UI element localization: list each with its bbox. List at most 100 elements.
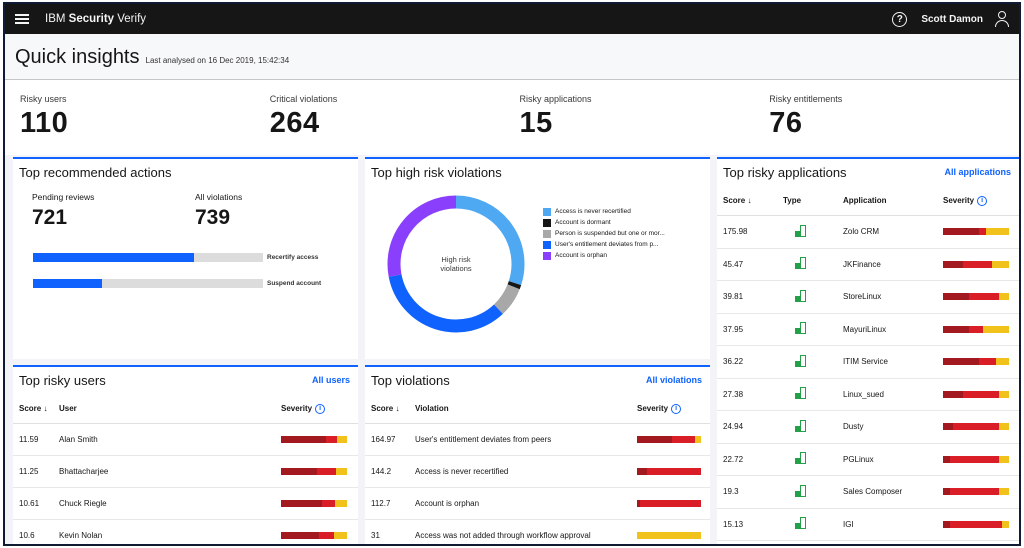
chart-legend: Access is never recertified Account is do…: [543, 206, 665, 261]
col-user[interactable]: User: [59, 404, 77, 413]
bar-label: Suspend account: [267, 280, 322, 287]
legend-item[interactable]: Account is orphan: [543, 250, 665, 261]
col-severity-label: Severity: [281, 404, 313, 413]
table-row[interactable]: 36.22 ITIM Service: [717, 346, 1019, 379]
legend-item[interactable]: Access is never recertified: [543, 206, 665, 217]
score-cell: 112.7: [371, 499, 391, 508]
col-severity[interactable]: Severity i: [943, 195, 988, 206]
table-row[interactable]: 39.81 StoreLinux: [717, 281, 1019, 314]
kpi-value: 264: [269, 107, 320, 139]
info-icon[interactable]: i: [977, 195, 988, 206]
col-application[interactable]: Application: [843, 196, 887, 205]
table-row[interactable]: 27.38 Linux_sued: [717, 379, 1019, 411]
bar-track: [33, 253, 263, 262]
donut-center-label: violations: [440, 264, 472, 273]
table-row[interactable]: 45.47 JKFinance: [717, 249, 1019, 281]
all-users-link[interactable]: All users: [311, 375, 350, 385]
score-cell: 15.13: [723, 519, 744, 529]
severity-bar: [637, 500, 701, 507]
info-icon[interactable]: i: [315, 403, 326, 414]
legend-item[interactable]: Account is dormant: [543, 217, 665, 228]
kpi-risky-users[interactable]: Risky users 110: [20, 94, 270, 155]
help-icon[interactable]: ?: [892, 11, 908, 27]
type-cell: [783, 354, 843, 369]
col-severity[interactable]: Severity i: [281, 403, 326, 414]
application-cell: Linux_sued: [843, 389, 884, 399]
suspend-account-bar[interactable]: Suspend account: [33, 279, 321, 288]
donut-slice[interactable]: [493, 284, 520, 314]
menu-icon[interactable]: [15, 14, 29, 24]
table-row[interactable]: 144.2 Access is never recertified: [365, 456, 710, 488]
application-cell: Dusty: [843, 422, 864, 432]
kpi-critical-violations[interactable]: Critical violations 264: [270, 94, 520, 155]
user-name[interactable]: Scott Damon: [921, 13, 983, 25]
application-cell: StoreLinux: [843, 292, 882, 302]
severity-bar: [943, 260, 1009, 268]
table-row[interactable]: 112.7 Account is orphan: [365, 488, 710, 520]
table-row[interactable]: 164.97 User's entitlement deviates from p…: [365, 424, 710, 456]
severity-bar: [943, 423, 1009, 431]
donut-slice[interactable]: [388, 274, 503, 333]
kpi-risky-entitlements[interactable]: Risky entitlements 76: [769, 94, 1019, 155]
table-row[interactable]: 31 Access was not added through workflow …: [365, 520, 710, 544]
application-type-icon: [795, 322, 807, 335]
user-avatar-icon[interactable]: [995, 11, 1009, 27]
col-score[interactable]: Score ↓: [723, 196, 752, 205]
table-row[interactable]: 19.3 Sales Composer: [717, 476, 1019, 509]
legend-swatch: [543, 207, 551, 216]
kpi-strip: Risky users 110 Critical violations 264 …: [5, 80, 1019, 155]
col-score[interactable]: Score ↓: [371, 404, 400, 413]
donut-chart[interactable]: High risk violations: [381, 189, 531, 344]
col-severity[interactable]: Severity i: [637, 403, 682, 414]
col-severity-label: Severity: [637, 404, 669, 413]
donut-slice[interactable]: [507, 281, 522, 290]
legend-label: Access is never recertified: [555, 208, 631, 215]
application-type-icon: [795, 257, 807, 270]
col-score-label: Score: [371, 404, 394, 413]
stat-label: Pending reviews: [32, 192, 95, 202]
table-row[interactable]: 11.59 Alan Smith: [13, 424, 358, 456]
type-cell: [783, 452, 843, 466]
legend-item[interactable]: Person is suspended but one or mor...: [543, 228, 665, 239]
all-violations-stat[interactable]: All violations 739: [195, 192, 358, 230]
violation-cell: Access is never recertified: [415, 467, 509, 476]
card-recommended-actions: Top recommended actions Pending reviews …: [13, 157, 358, 359]
table-row[interactable]: 22.72 PGLinux: [717, 444, 1019, 476]
table-row[interactable]: 175.98 Zolo CRM: [717, 216, 1019, 249]
col-score-label: Score: [723, 196, 746, 205]
table-row[interactable]: 24.94 Dusty: [717, 411, 1019, 444]
info-icon[interactable]: i: [671, 403, 682, 414]
table-row[interactable]: 11.25 Bhattacharjee: [13, 456, 358, 488]
brand-suffix: Verify: [117, 13, 147, 25]
application-cell: ITIM Service: [843, 357, 888, 367]
col-type[interactable]: Type: [783, 196, 802, 205]
table-row[interactable]: 37.95 MayuriLinux: [717, 314, 1019, 346]
card-top-violations: Top violations All violations Score ↓ Vi…: [365, 365, 710, 544]
kpi-label: Risky users: [20, 94, 67, 104]
last-analysed: Last analysed on 16 Dec 2019, 15:42:34: [145, 56, 290, 65]
kpi-label: Risky applications: [519, 94, 592, 104]
col-violation[interactable]: Violation: [415, 404, 449, 413]
table-header: Score ↓ User Severity i: [13, 394, 358, 424]
all-violations-link[interactable]: All violations: [645, 375, 702, 385]
donut-slice[interactable]: [455, 195, 525, 286]
severity-bar: [281, 532, 347, 539]
application-type-icon: [795, 387, 807, 400]
col-score[interactable]: Score ↓: [19, 404, 48, 413]
user-cell: Kevin Nolan: [59, 531, 103, 540]
table-row[interactable]: 10.6 Kevin Nolan: [13, 520, 358, 544]
table-row[interactable]: 15.13 IGI: [717, 509, 1019, 541]
top-bar: IBM Security Verify ? Scott Damon: [5, 4, 1019, 34]
donut-slice[interactable]: [387, 195, 457, 277]
pending-reviews-stat[interactable]: Pending reviews 721: [32, 192, 195, 230]
brand-logo[interactable]: IBM Security Verify: [45, 13, 146, 25]
application-cell: Sales Composer: [843, 487, 903, 497]
all-applications-link[interactable]: All applications: [944, 167, 1011, 177]
kpi-risky-applications[interactable]: Risky applications 15: [520, 94, 770, 155]
recertify-access-bar[interactable]: Recertify access: [33, 253, 318, 262]
legend-swatch: [543, 240, 551, 249]
legend-item[interactable]: User's entitlement deviates from p...: [543, 239, 665, 250]
severity-bar: [281, 500, 347, 507]
user-cell: Chuck Riegle: [59, 499, 107, 508]
table-row[interactable]: 10.61 Chuck Riegle: [13, 488, 358, 520]
